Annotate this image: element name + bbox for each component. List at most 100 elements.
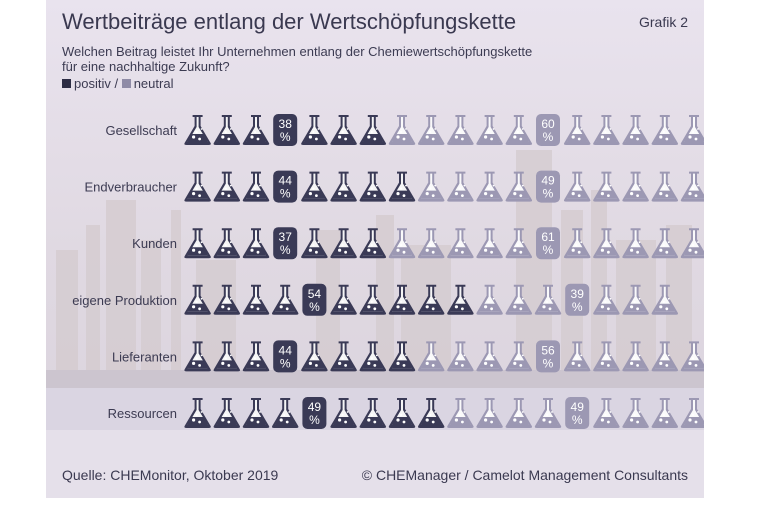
category-label: Kunden bbox=[132, 236, 177, 251]
flask-icon-positive bbox=[359, 341, 387, 372]
flask-icon-positive bbox=[359, 284, 387, 315]
flask-icon-neutral bbox=[680, 115, 704, 145]
flask-icon-neutral bbox=[505, 171, 533, 202]
legend-label-positive: positiv bbox=[74, 76, 111, 91]
flask-icon-positive bbox=[213, 171, 241, 202]
flask-icon-neutral bbox=[651, 115, 679, 145]
flask-icon-positive bbox=[330, 228, 357, 259]
legend-label-neutral: neutral bbox=[133, 76, 174, 91]
percent-badge-neutral: 60% bbox=[536, 114, 560, 146]
flask-icon-positive bbox=[388, 171, 416, 202]
flask-icon-positive bbox=[359, 398, 387, 428]
flask-icon-neutral bbox=[417, 171, 445, 202]
flask-icon-neutral bbox=[505, 228, 533, 259]
flask-icon-positive bbox=[184, 341, 211, 372]
flask-icon-positive bbox=[271, 398, 299, 428]
percent-badge-neutral-percent-sign: % bbox=[543, 187, 554, 201]
flask-icon-neutral bbox=[680, 171, 704, 202]
flask-icon-positive bbox=[359, 228, 387, 259]
flask-icon-neutral bbox=[388, 115, 416, 145]
flask-icon-neutral bbox=[476, 341, 503, 372]
percent-badge-positive: 37% bbox=[273, 227, 298, 260]
flask-icon-positive bbox=[184, 115, 211, 145]
chart-subtitle-line-1: Welchen Beitrag leistet Ihr Unternehmen … bbox=[62, 44, 533, 59]
flask-icon-positive bbox=[242, 115, 270, 145]
category-label: Lieferanten bbox=[112, 349, 177, 364]
flask-icon-neutral bbox=[622, 284, 649, 315]
flask-icon-neutral bbox=[680, 341, 704, 372]
flask-icon-positive bbox=[388, 398, 416, 428]
percent-badge-positive-value: 49 bbox=[308, 400, 322, 414]
flask-icon-neutral bbox=[447, 228, 474, 259]
flask-icon-neutral bbox=[417, 115, 445, 145]
flask-icon-positive bbox=[330, 341, 357, 372]
flask-icon-positive bbox=[213, 284, 241, 315]
flask-icon-positive bbox=[330, 398, 357, 428]
flask-icon-positive bbox=[271, 284, 299, 315]
percent-badge-neutral: 49% bbox=[565, 397, 590, 429]
flask-icon-positive bbox=[330, 284, 357, 315]
flask-icon-neutral bbox=[534, 284, 562, 315]
flask-icon-neutral bbox=[622, 398, 649, 428]
percent-badge-positive-value: 44 bbox=[279, 174, 293, 188]
percent-badge-positive: 54% bbox=[302, 283, 327, 316]
category-label: Gesellschaft bbox=[105, 123, 177, 138]
flask-icon-positive bbox=[359, 171, 387, 202]
flask-icon-positive bbox=[330, 115, 357, 145]
category-label: Endverbraucher bbox=[85, 180, 178, 195]
percent-badge-neutral-percent-sign: % bbox=[543, 356, 554, 370]
percent-badge-positive-value: 44 bbox=[279, 343, 293, 357]
flask-icon-positive bbox=[301, 115, 328, 145]
flask-icon-positive bbox=[301, 341, 328, 372]
source-note: Quelle: CHEMonitor, Oktober 2019 bbox=[62, 467, 279, 483]
chart-title: Wertbeiträge entlang der Wertschöpfungsk… bbox=[62, 9, 517, 34]
flask-icon-neutral bbox=[476, 398, 503, 428]
flask-icon-neutral bbox=[680, 228, 704, 259]
legend-swatch-positive bbox=[62, 79, 71, 88]
flask-icon-neutral bbox=[417, 228, 445, 259]
percent-badge-positive-percent-sign: % bbox=[280, 356, 291, 370]
percent-badge-neutral-value: 60 bbox=[541, 117, 555, 131]
legend: positiv / neutral bbox=[62, 76, 173, 91]
flask-icon-neutral bbox=[622, 228, 649, 259]
percent-badge-positive-value: 38 bbox=[279, 117, 293, 131]
percent-badge-neutral-percent-sign: % bbox=[572, 300, 583, 314]
flask-icon-positive bbox=[301, 228, 328, 259]
flask-icon-neutral bbox=[593, 398, 620, 428]
flask-icon-positive bbox=[213, 115, 241, 145]
percent-badge-neutral: 39% bbox=[565, 283, 590, 316]
flask-icon-positive bbox=[184, 171, 211, 202]
flask-icon-neutral bbox=[651, 171, 679, 202]
percent-badge-neutral-percent-sign: % bbox=[543, 243, 554, 257]
flask-icon-positive bbox=[184, 284, 211, 315]
flask-icon-neutral bbox=[622, 341, 649, 372]
flask-icon-neutral bbox=[476, 284, 503, 315]
flask-icon-positive bbox=[447, 284, 474, 315]
flask-icon-neutral bbox=[476, 171, 503, 202]
flask-icon-neutral bbox=[593, 341, 620, 372]
flask-icon-neutral bbox=[563, 228, 591, 259]
flask-icon-neutral bbox=[505, 284, 533, 315]
percent-badge-neutral: 61% bbox=[536, 227, 560, 260]
flask-icon-neutral bbox=[593, 228, 620, 259]
flask-icon-neutral bbox=[505, 398, 533, 428]
percent-badge-positive-value: 37 bbox=[279, 230, 293, 244]
percent-badge-neutral: 49% bbox=[536, 170, 560, 203]
percent-badge-positive-value: 54 bbox=[308, 287, 322, 301]
percent-badge-positive-percent-sign: % bbox=[280, 130, 291, 144]
flask-icon-positive bbox=[213, 398, 241, 428]
flask-icon-neutral bbox=[476, 228, 503, 259]
flask-icon-neutral bbox=[593, 115, 620, 145]
flask-icon-neutral bbox=[651, 398, 679, 428]
flask-icon-positive bbox=[242, 398, 270, 428]
percent-badge-positive: 44% bbox=[273, 340, 298, 373]
flask-icon-neutral bbox=[505, 341, 533, 372]
percent-badge-positive: 38% bbox=[273, 114, 298, 146]
flask-icon-positive bbox=[359, 115, 387, 145]
percent-badge-neutral-value: 49 bbox=[571, 400, 585, 414]
flask-icon-positive bbox=[213, 341, 241, 372]
flask-icon-neutral bbox=[447, 115, 474, 145]
flask-icon-neutral bbox=[417, 341, 445, 372]
flask-icon-neutral bbox=[447, 398, 474, 428]
flask-icon-neutral bbox=[680, 398, 704, 428]
